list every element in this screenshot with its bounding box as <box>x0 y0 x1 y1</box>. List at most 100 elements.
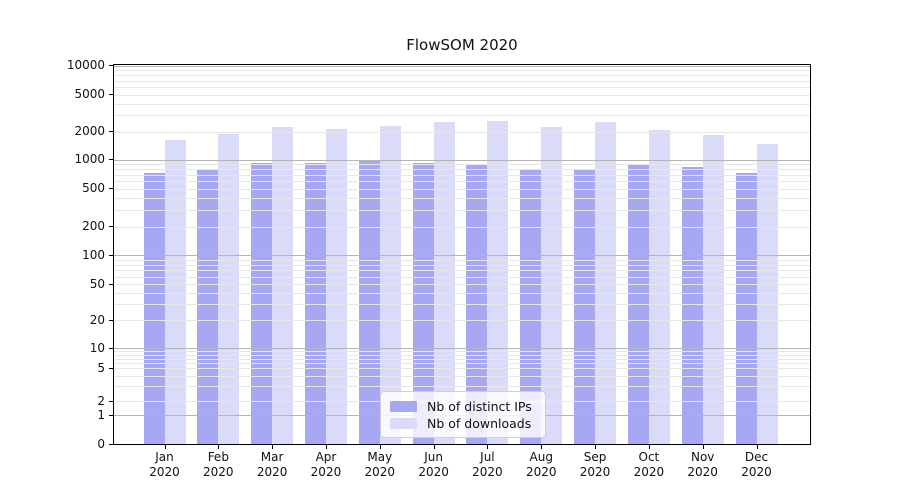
x-tick-label-apr: Apr 2020 <box>298 450 354 480</box>
y-tick-mark-5 <box>109 368 113 369</box>
gridline-60 <box>114 276 810 278</box>
x-tick-month: Dec <box>744 450 769 464</box>
x-tick-month: Oct <box>638 450 660 464</box>
x-tick-month: Apr <box>315 450 337 464</box>
bar-downloads-apr <box>325 129 347 444</box>
legend-swatch-distinct-ips <box>390 400 417 412</box>
x-tick-label-dec: Dec 2020 <box>729 450 785 480</box>
y-tick-mark-20 <box>109 320 113 321</box>
gridline-7000 <box>114 80 810 82</box>
y-tick-mark-5000 <box>109 94 113 95</box>
gridline-7 <box>114 358 810 360</box>
y-tick-label-10000: 10000 <box>66 57 105 72</box>
x-tick-mark-may <box>380 445 381 449</box>
y-tick-mark-50 <box>109 284 113 285</box>
y-tick-mark-100 <box>109 255 113 256</box>
y-tick-mark-2 <box>109 401 113 402</box>
gridline-100 <box>114 255 810 257</box>
gridline-5000 <box>114 94 810 96</box>
bar-downloads-oct <box>648 130 670 444</box>
y-tick-mark-2000 <box>109 131 113 132</box>
gridline-8 <box>114 354 810 356</box>
legend-label: Nb of downloads <box>427 415 532 431</box>
x-tick-year: 2020 <box>525 465 557 479</box>
gridline-5 <box>114 368 810 370</box>
bar-distinct-ips-may <box>358 160 380 444</box>
x-tick-month: Jan <box>155 450 174 464</box>
chart-title: FlowSOM 2020 <box>406 36 518 54</box>
gridline-20 <box>114 320 810 322</box>
gridline-6 <box>114 362 810 364</box>
bar-distinct-ips-nov <box>681 167 703 444</box>
x-tick-year: 2020 <box>310 465 342 479</box>
gridline-500 <box>114 188 810 190</box>
gridline-50 <box>114 284 810 286</box>
x-tick-mark-apr <box>326 445 327 449</box>
y-tick-label-20: 20 <box>89 313 105 327</box>
y-tick-mark-10 <box>109 348 113 349</box>
gridline-9000 <box>114 70 810 72</box>
gridline-6000 <box>114 87 810 89</box>
y-tick-label-10: 10 <box>89 341 105 355</box>
gridline-800 <box>114 169 810 171</box>
x-tick-label-may: May 2020 <box>352 450 408 480</box>
bar-distinct-ips-sep <box>574 170 596 444</box>
gridline-3000 <box>114 115 810 117</box>
gridline-600 <box>114 181 810 183</box>
gridline-1000 <box>114 159 810 161</box>
bar-downloads-aug <box>541 127 563 444</box>
x-tick-month: Nov <box>690 450 715 464</box>
y-tick-mark-200 <box>109 226 113 227</box>
bar-distinct-ips-jul <box>466 164 488 444</box>
x-tick-month: Sep <box>583 450 607 464</box>
gridline-400 <box>114 197 810 199</box>
gridline-10000 <box>114 65 810 67</box>
y-tick-label-100: 100 <box>82 247 105 262</box>
y-tick-mark-1 <box>109 415 113 416</box>
x-tick-month: Mar <box>260 450 284 464</box>
bar-downloads-jan <box>164 140 186 444</box>
y-tick-mark-500 <box>109 188 113 189</box>
y-tick-label-50: 50 <box>89 276 105 291</box>
bar-distinct-ips-apr <box>304 163 326 444</box>
legend-item-downloads: Nb of downloads <box>390 415 536 431</box>
gridline-2000 <box>114 131 810 133</box>
x-tick-mark-feb <box>218 445 219 449</box>
gridline-700 <box>114 174 810 176</box>
x-tick-year: 2020 <box>256 465 288 479</box>
bar-distinct-ips-feb <box>197 169 219 444</box>
y-tick-label-5000: 5000 <box>74 86 105 101</box>
gridline-4 <box>114 376 810 378</box>
legend: Nb of distinct IPs Nb of downloads <box>380 391 546 438</box>
gridline-30 <box>114 304 810 306</box>
gridline-9 <box>114 351 810 353</box>
x-tick-year: 2020 <box>579 465 611 479</box>
x-tick-year: 2020 <box>472 465 503 479</box>
y-tick-label-2000: 2000 <box>74 123 105 138</box>
gridline-40 <box>114 293 810 295</box>
x-tick-year: 2020 <box>633 465 665 479</box>
bar-distinct-ips-jun <box>412 163 434 444</box>
x-tick-label-jun: Jun 2020 <box>406 450 462 480</box>
plot-area <box>114 65 810 444</box>
y-tick-label-2: 2 <box>97 393 105 408</box>
legend-swatch-downloads <box>390 417 417 429</box>
gridline-80 <box>114 264 810 266</box>
y-tick-label-5: 5 <box>97 361 105 375</box>
gridline-3 <box>114 386 810 388</box>
x-tick-label-sep: Sep 2020 <box>567 450 623 480</box>
x-tick-year: 2020 <box>418 465 449 479</box>
y-tick-label-1: 1 <box>97 408 105 422</box>
x-tick-mark-aug <box>541 445 542 449</box>
x-tick-label-jul: Jul 2020 <box>459 450 515 480</box>
x-tick-year: 2020 <box>687 465 718 479</box>
legend-label: Nb of distinct IPs <box>427 398 532 414</box>
x-tick-label-oct: Oct 2020 <box>621 450 677 480</box>
y-tick-mark-0 <box>109 444 113 445</box>
x-tick-year: 2020 <box>741 465 772 479</box>
x-tick-label-nov: Nov 2020 <box>675 450 731 480</box>
bar-downloads-sep <box>595 122 617 444</box>
bar-distinct-ips-dec <box>735 173 757 444</box>
gridline-200 <box>114 226 810 228</box>
